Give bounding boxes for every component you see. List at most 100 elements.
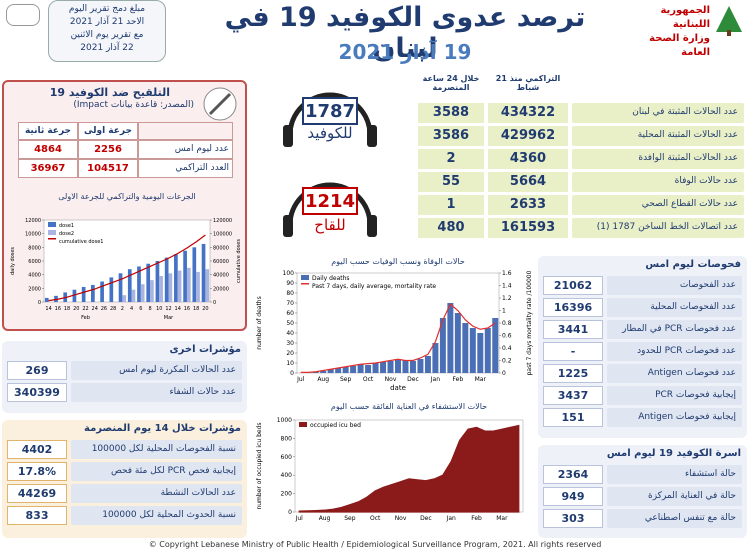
- row-label: عدد الحالات المكررة ليوم امس: [71, 361, 242, 380]
- row-value: 44269: [7, 484, 67, 503]
- row: حالة مع تنفس اصطناعي 303: [543, 509, 742, 528]
- bar: [159, 276, 163, 302]
- chart: حالات الاستشفاء في العناية الفائقة حسب ا…: [256, 402, 524, 522]
- row-value: 2364: [543, 465, 603, 484]
- hotlines: 1787 للكوفيد 1214 للقاح: [283, 92, 377, 237]
- y-axis-label: daily doses: [10, 247, 16, 275]
- x-axis-label: date: [390, 384, 406, 392]
- y-tick-label: 10: [286, 360, 294, 367]
- x-tick-label: Feb: [453, 376, 464, 383]
- bar: [201, 243, 206, 302]
- y-tick-label: 8000: [28, 245, 41, 251]
- note-box: مبلغ دمج تقرير اليوم الاحد 21 آذار 2021 …: [48, 0, 166, 62]
- bar: [447, 303, 454, 373]
- row-label: عدد فحوصات PCR للحدود: [607, 342, 742, 361]
- bar: [44, 297, 49, 302]
- badge: [6, 4, 40, 26]
- spacer: [572, 74, 744, 100]
- y-tick-label: 200: [281, 491, 293, 498]
- y2-axis-label: cumulative doses: [236, 239, 242, 283]
- line: [48, 234, 206, 302]
- y-tick-label: 4000: [28, 273, 41, 279]
- x-tick-label: Feb: [471, 515, 482, 522]
- y-tick-label: 2000: [28, 286, 41, 292]
- bar: [439, 318, 446, 373]
- row-label: حالة مع تنفس اصطناعي: [607, 509, 742, 528]
- bar: [409, 361, 416, 373]
- x-tick-label: 16: [55, 306, 61, 312]
- y-tick-label: 30: [286, 340, 294, 347]
- x-tick-label: 26: [101, 306, 107, 312]
- bar: [357, 364, 364, 373]
- bar: [424, 356, 431, 373]
- bar: [454, 313, 461, 373]
- bar: [127, 269, 132, 302]
- x-tick-label: Aug: [319, 515, 331, 522]
- bar: [155, 261, 160, 302]
- bar: [477, 333, 484, 373]
- rows: عدد الحالات المكررة ليوم امس 269 عدد حالات…: [2, 361, 247, 402]
- bar: [327, 369, 334, 373]
- x-tick-label: Jul: [295, 515, 304, 522]
- area: [298, 424, 520, 513]
- bar: [81, 286, 86, 302]
- row-value: 36967: [18, 159, 78, 178]
- row: عدد الحالات المثبتة في لبنان 434322 3588: [418, 103, 744, 123]
- bar: [174, 254, 178, 302]
- row: حالة في العناية المركزة 949: [543, 487, 742, 506]
- x-tick-label: 28: [110, 306, 116, 312]
- note-line: مع تقرير يوم الاثنين: [70, 30, 144, 40]
- bar: [387, 361, 394, 373]
- row-label: العدد التراكمي: [138, 159, 233, 178]
- row-label: عدد الحالات النشطة: [71, 484, 242, 503]
- hotline-label: للكوفيد: [307, 124, 352, 142]
- bar: [183, 250, 187, 302]
- bar: [342, 367, 349, 373]
- note-line: الاحد 21 آذار 2021: [69, 17, 145, 27]
- panel-title: مؤشرات اخرى: [169, 344, 242, 355]
- vaccination-table: جرعة اولى جرعة ثانية عدد ليوم امس 2256 4864 ا…: [18, 122, 233, 178]
- x-tick-label: 2: [121, 306, 124, 312]
- bar: [118, 273, 123, 302]
- y-tick-label: 12000: [25, 218, 41, 224]
- row-value: 151: [543, 408, 603, 427]
- y2-tick-label: 100000: [213, 232, 232, 238]
- chart: حالات الوفاة ونسب الوفيات حسب اليوم01020…: [256, 257, 533, 392]
- chart: الجرعات اليومية والتراكمي للجرعة الاولى 0…: [10, 192, 242, 321]
- ministry-line: وزارة الصحة العامة: [649, 33, 710, 58]
- x-tick-label: Oct: [370, 515, 381, 522]
- panel-title: فحوصات ليوم امس: [645, 259, 741, 270]
- bar: [146, 263, 151, 302]
- row-value: 269: [7, 361, 67, 380]
- x-tick-label: Mar: [475, 376, 487, 383]
- bar: [395, 359, 401, 373]
- y-tick-label: 1000: [277, 417, 292, 424]
- row: إيجابية فحوصات PCR 3437: [543, 386, 742, 405]
- bar: [335, 368, 342, 373]
- legend-swatch: [48, 230, 56, 235]
- y-tick-label: 6000: [28, 259, 41, 265]
- daily-value: 480: [418, 218, 484, 238]
- cumulative-value: 161593: [488, 218, 568, 238]
- legend-label: cumulative dose1: [59, 239, 103, 245]
- bar: [192, 247, 197, 302]
- row: عدد فحوصات PCR للحدود -: [543, 342, 742, 361]
- bar: [109, 277, 114, 302]
- row-label: نسبة الحدوث المحلية لكل 100000: [71, 506, 242, 525]
- row: عدد الحالات المثبتة المحلية 429962 3586: [418, 126, 744, 146]
- bar: [54, 295, 58, 302]
- y2-tick-label: 0: [213, 300, 216, 306]
- y-tick-label: 0: [38, 300, 41, 306]
- row-value: 949: [543, 487, 603, 506]
- bar: [432, 343, 439, 373]
- row-value: 2256: [78, 140, 138, 159]
- bar: [417, 359, 424, 373]
- y2-tick-label: 1: [502, 308, 506, 315]
- y2-axis-label: past 7 days mortality rate /100000: [526, 270, 533, 375]
- x-tick-label: 20: [73, 306, 79, 312]
- bar: [320, 371, 327, 373]
- x-tick-label: Jul: [296, 376, 305, 383]
- x-tick-label: Sep: [344, 515, 356, 522]
- y-tick-label: 0: [288, 509, 292, 516]
